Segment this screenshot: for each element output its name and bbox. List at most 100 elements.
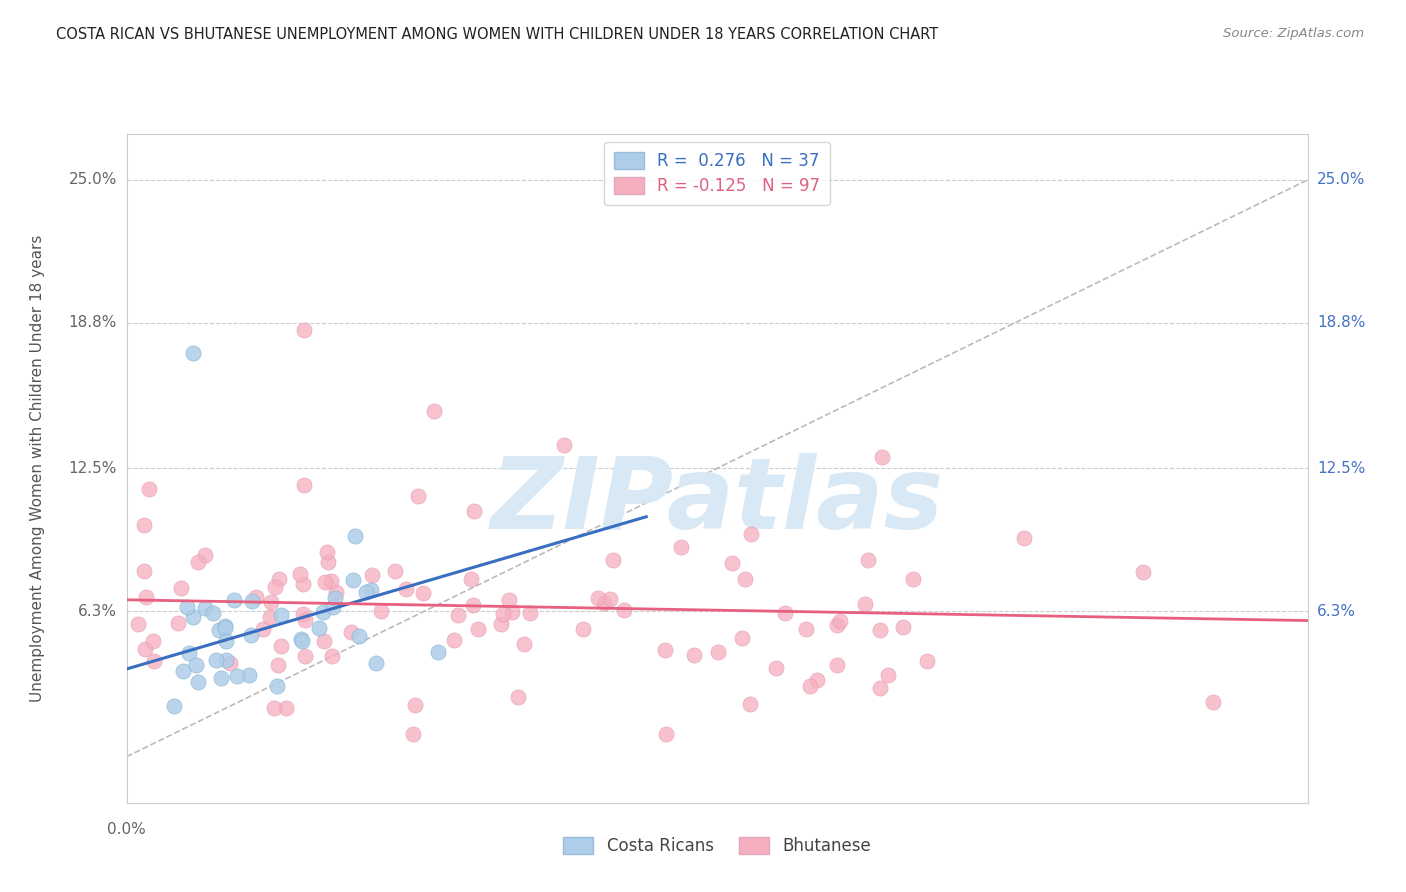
Point [876,667,898,681]
Point [869,623,891,637]
Point [512,637,534,651]
Point [342,573,364,587]
Text: 25.0%: 25.0% [69,172,117,187]
Point [322,599,344,614]
Point [654,643,676,657]
Point [406,490,429,504]
Point [384,565,406,579]
Point [292,607,315,621]
Point [586,591,609,606]
Point [267,657,290,672]
Point [361,568,384,582]
Point [501,605,523,619]
Text: 18.8%: 18.8% [69,316,117,330]
Point [219,656,242,670]
Point [370,604,392,618]
Point [354,585,377,599]
Point [194,601,217,615]
Point [294,648,316,663]
Point [252,622,274,636]
Point [323,591,346,606]
Point [204,653,226,667]
Point [312,605,335,619]
Point [721,556,744,570]
Point [259,595,281,609]
Point [740,526,762,541]
Point [402,726,425,740]
Point [339,624,361,639]
Point [240,594,263,608]
Point [572,622,595,636]
Point [1132,566,1154,580]
Point [187,555,209,569]
Point [519,606,541,620]
Point [602,552,624,566]
Point [172,665,194,679]
Point [915,654,938,668]
Point [263,700,285,714]
Point [316,555,339,569]
Text: COSTA RICAN VS BHUTANESE UNEMPLOYMENT AMONG WOMEN WITH CHILDREN UNDER 18 YEARS C: COSTA RICAN VS BHUTANESE UNEMPLOYMENT AM… [56,27,938,42]
Point [292,478,315,492]
Point [266,679,288,693]
Point [731,631,754,645]
Point [245,590,267,604]
Point [765,661,787,675]
Point [364,656,387,670]
Point [492,607,515,621]
Point [135,590,157,604]
Text: 6.3%: 6.3% [1317,604,1355,619]
Text: 0.0%: 0.0% [107,822,146,837]
Point [830,615,852,629]
Point [314,574,336,589]
Point [308,621,330,635]
Point [343,529,366,543]
Text: 12.5%: 12.5% [69,461,117,475]
Point [315,545,337,559]
Point [209,671,232,685]
Point [394,582,416,597]
Point [259,610,281,624]
Point [599,591,621,606]
Point [226,668,249,682]
Point [208,623,231,637]
Point [270,639,292,653]
Point [856,553,879,567]
Point [613,603,636,617]
Point [290,566,312,581]
Point [321,649,343,664]
Point [142,654,165,668]
Text: Source: ZipAtlas.com: Source: ZipAtlas.com [1223,27,1364,40]
Point [508,690,530,704]
Point [187,674,209,689]
Point [132,518,155,533]
Point [294,613,316,627]
Point [214,621,236,635]
Point [461,599,484,613]
Point [194,549,217,563]
Point [215,633,238,648]
Point [222,592,245,607]
Point [773,606,796,620]
Text: 12.5%: 12.5% [1317,461,1365,475]
Point [447,607,470,622]
Point [138,483,160,497]
Point [806,673,828,688]
Point [215,653,238,667]
Text: 18.8%: 18.8% [1317,316,1365,330]
Point [177,646,200,660]
Point [276,700,298,714]
Legend: Costa Ricans, Bhutanese: Costa Ricans, Bhutanese [557,830,877,862]
Point [240,627,263,641]
Text: ZIPatlas: ZIPatlas [491,453,943,550]
Point [460,572,482,586]
Text: Unemployment Among Women with Children Under 18 years: Unemployment Among Women with Children U… [31,235,45,702]
Point [901,572,924,586]
Point [799,680,821,694]
Point [267,572,290,586]
Point [170,581,193,595]
Point [825,657,848,672]
Point [683,648,706,662]
Point [891,620,914,634]
Point [467,622,489,636]
